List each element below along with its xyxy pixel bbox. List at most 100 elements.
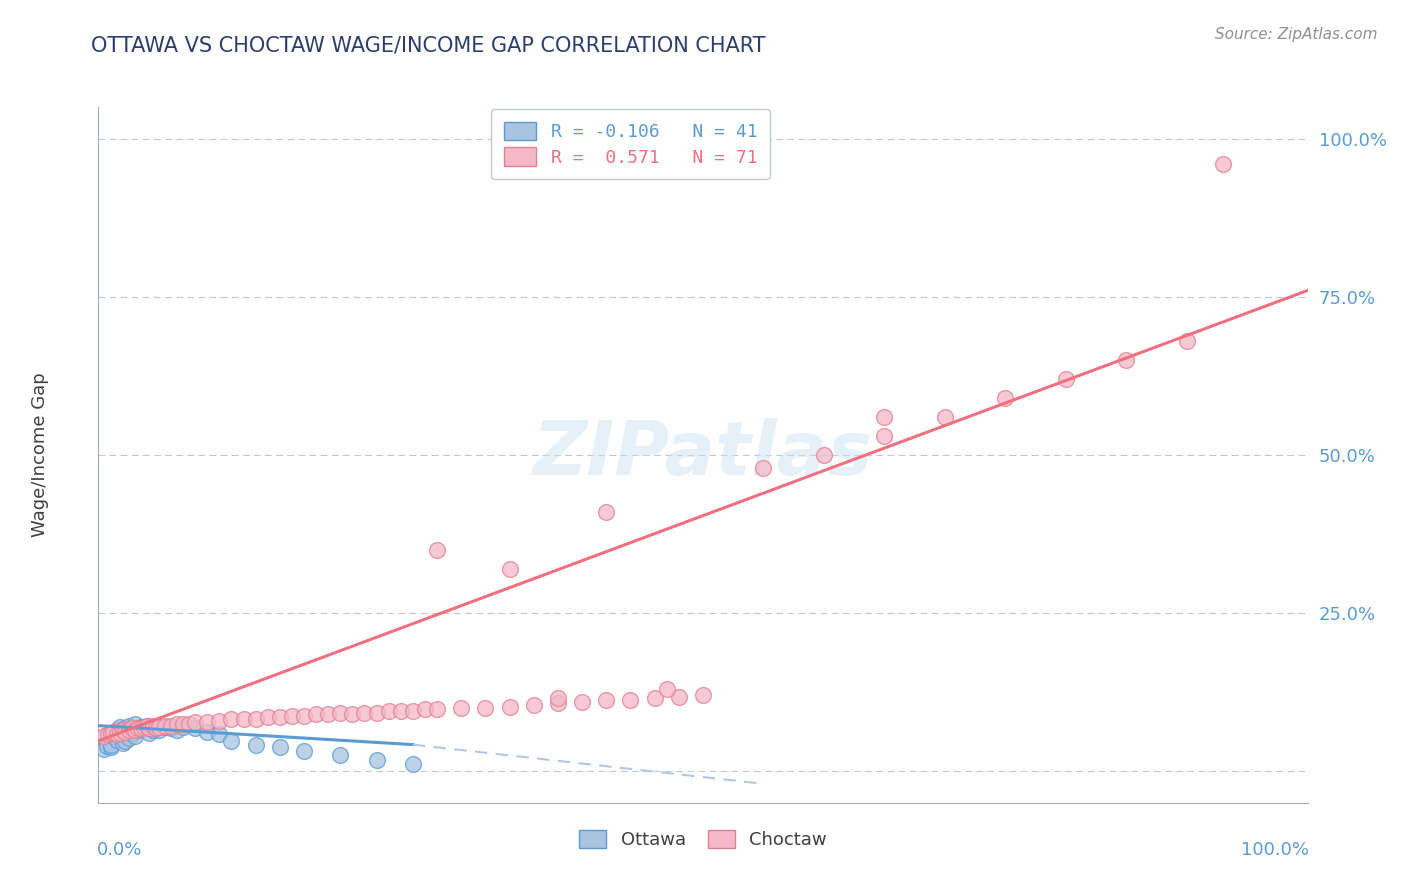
Point [269, 710, 291, 724]
Point [166, 716, 188, 731]
Point [595, 693, 617, 707]
Point [103, 726, 125, 740]
Point [111, 723, 134, 737]
Point [184, 714, 207, 729]
Point [160, 721, 183, 735]
Point [934, 409, 956, 424]
Point [118, 731, 141, 746]
Point [135, 718, 157, 732]
Point [153, 720, 176, 734]
Point [523, 698, 546, 712]
Point [305, 707, 328, 722]
Point [571, 695, 593, 709]
Point [281, 708, 304, 723]
Point [134, 720, 156, 734]
Point [316, 707, 339, 722]
Text: Source: ZipAtlas.com: Source: ZipAtlas.com [1215, 27, 1378, 42]
Point [100, 738, 122, 752]
Point [114, 734, 136, 748]
Point [105, 727, 128, 741]
Point [426, 702, 449, 716]
Point [96, 739, 118, 753]
Point [166, 723, 188, 737]
Point [148, 723, 170, 737]
Point [129, 721, 152, 735]
Point [160, 718, 183, 732]
Point [114, 721, 136, 735]
Text: OTTAWA VS CHOCTAW WAGE/INCOME GAP CORRELATION CHART: OTTAWA VS CHOCTAW WAGE/INCOME GAP CORREL… [91, 36, 766, 55]
Point [145, 721, 167, 735]
Point [101, 730, 124, 744]
Point [389, 704, 412, 718]
Point [153, 718, 176, 732]
Point [245, 712, 267, 726]
Point [873, 429, 896, 443]
Point [118, 723, 141, 737]
Point [138, 721, 160, 735]
Point [547, 691, 569, 706]
Point [1175, 334, 1198, 348]
Point [138, 726, 160, 740]
Point [644, 691, 666, 706]
Point [172, 720, 194, 734]
Point [129, 720, 152, 734]
Point [195, 725, 218, 739]
Point [100, 726, 122, 740]
Point [994, 391, 1017, 405]
Point [93, 730, 115, 744]
Point [221, 734, 243, 748]
Point [595, 505, 617, 519]
Point [474, 701, 496, 715]
Point [269, 740, 291, 755]
Point [329, 748, 352, 763]
Point [108, 726, 131, 740]
Point [366, 706, 388, 720]
Point [127, 723, 149, 737]
Point [105, 723, 128, 737]
Point [366, 753, 388, 767]
Point [752, 460, 775, 475]
Point [195, 714, 218, 729]
Point [377, 704, 399, 718]
Point [342, 707, 364, 722]
Point [142, 723, 165, 737]
Point [256, 710, 278, 724]
Point [93, 742, 115, 756]
Point [413, 702, 436, 716]
Point [179, 716, 201, 731]
Point [402, 756, 425, 771]
Point [208, 714, 231, 728]
Point [114, 725, 136, 739]
Text: ZIPatlas: ZIPatlas [533, 418, 873, 491]
Point [221, 712, 243, 726]
Legend: Ottawa, Choctaw: Ottawa, Choctaw [572, 822, 834, 856]
Point [353, 706, 375, 720]
Point [232, 712, 254, 726]
Text: Wage/Income Gap: Wage/Income Gap [31, 373, 49, 537]
Point [145, 721, 167, 735]
Point [100, 740, 122, 755]
Point [121, 721, 143, 735]
Text: 100.0%: 100.0% [1240, 841, 1309, 859]
Point [97, 727, 120, 741]
Point [1054, 372, 1077, 386]
Point [124, 723, 146, 737]
Point [148, 720, 170, 734]
Point [498, 699, 520, 714]
Point [101, 725, 124, 739]
Point [329, 706, 352, 720]
Point [142, 718, 165, 732]
Point [668, 690, 690, 704]
Point [426, 542, 449, 557]
Point [450, 701, 472, 715]
Point [184, 721, 207, 735]
Point [172, 716, 194, 731]
Point [655, 681, 678, 696]
Point [547, 696, 569, 710]
Point [127, 721, 149, 735]
Point [118, 718, 141, 732]
Point [135, 718, 157, 732]
Point [134, 721, 156, 735]
Point [873, 409, 896, 424]
Text: 0.0%: 0.0% [97, 841, 142, 859]
